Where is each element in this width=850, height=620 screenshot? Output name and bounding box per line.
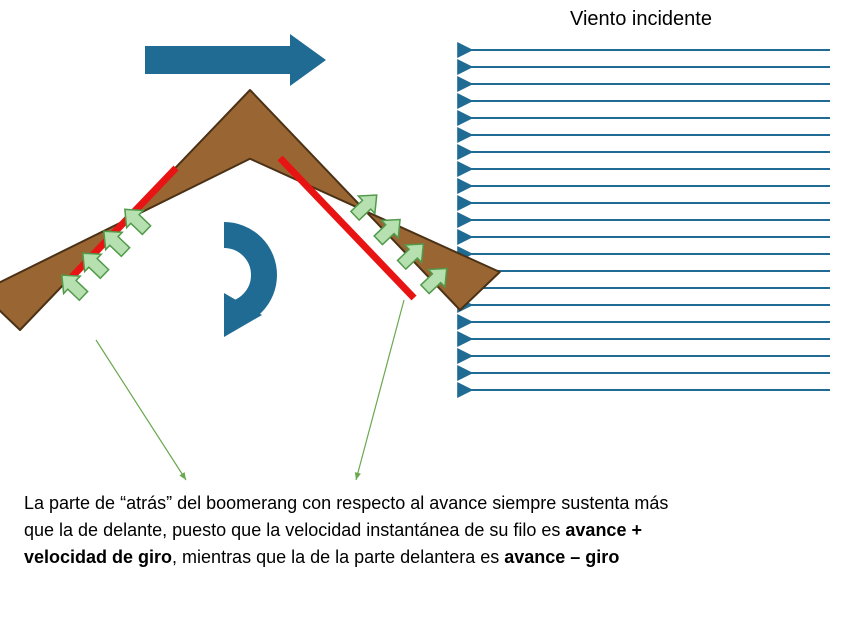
wind-lines (470, 50, 830, 390)
caption-bold-2: avance – giro (504, 547, 619, 567)
wind-label: Viento incidente (570, 8, 712, 31)
caption-text: La parte de “atrás” del boomerang con re… (24, 490, 674, 571)
boomerang-diagram (0, 0, 850, 490)
caption-plain-2: , mientras que la de la parte delantera … (172, 547, 504, 567)
